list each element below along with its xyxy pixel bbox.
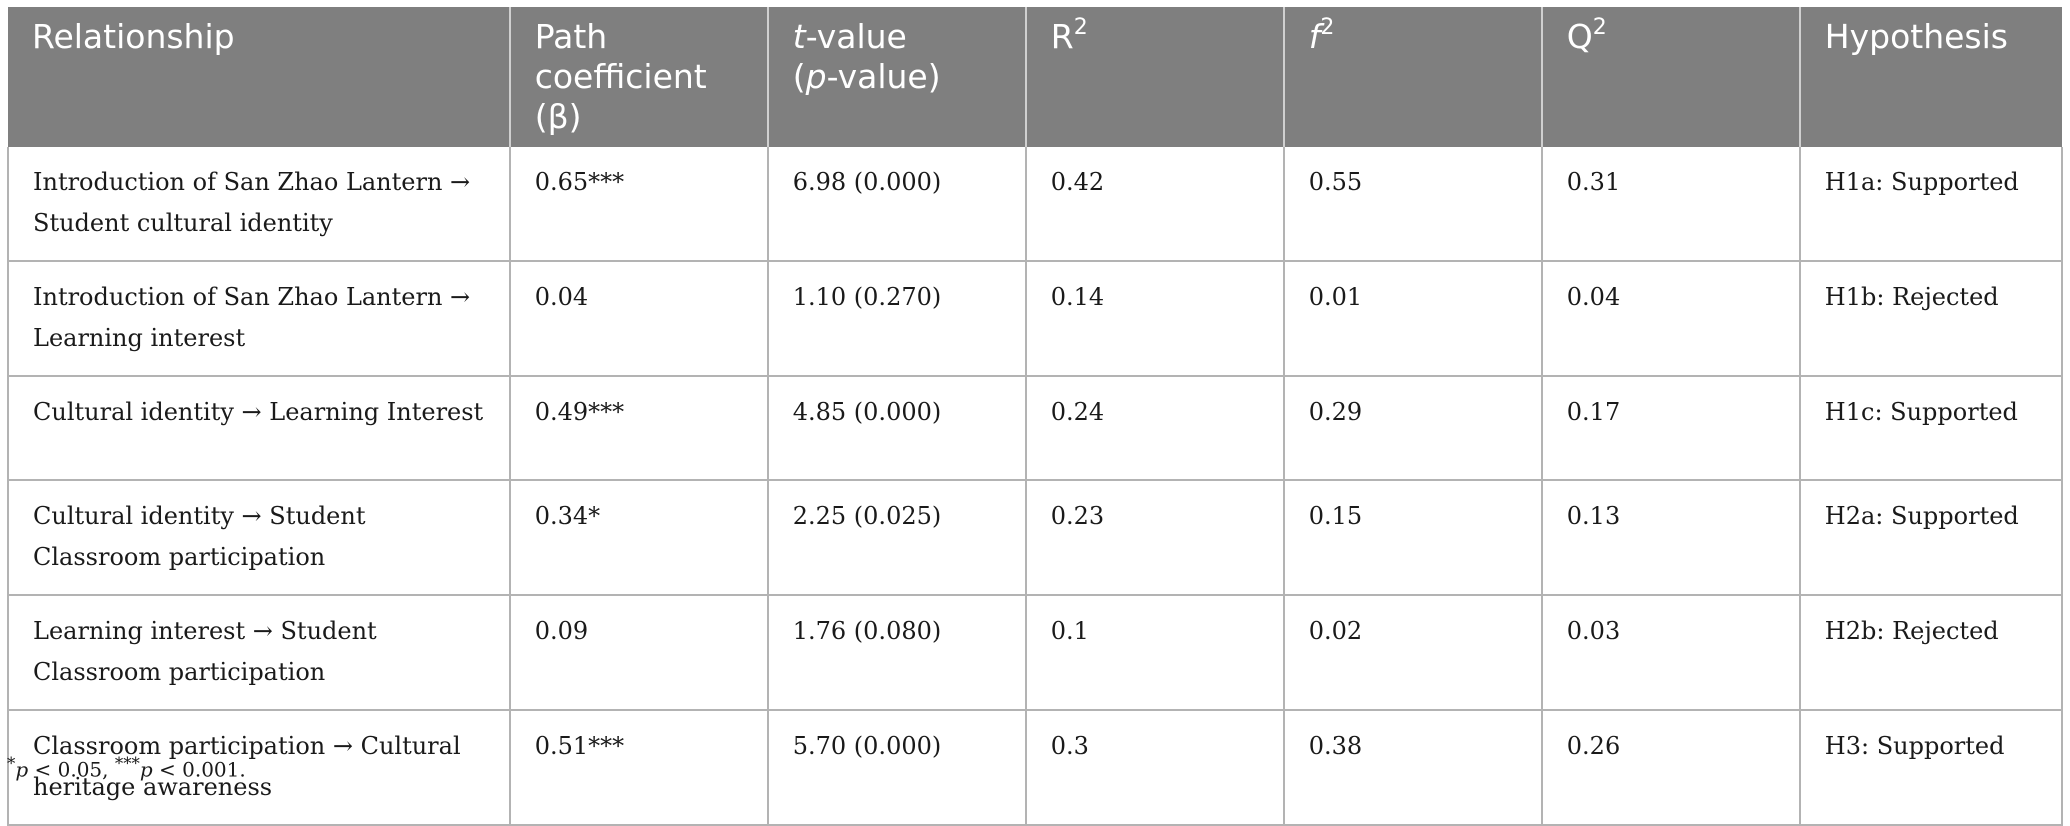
header-f2-sup: 2 [1320, 15, 1335, 40]
cell-path-coefficient: 0.65*** [508, 147, 769, 262]
cell-r-squared: 0.24 [1024, 375, 1285, 481]
header-row: Relationship Path coefficient (β) t-valu… [8, 7, 2062, 147]
table-footnote: *p < 0.05, ***p < 0.001. [7, 751, 246, 783]
footnote-star-single: * [7, 754, 16, 773]
header-f-squared: f2 [1283, 7, 1543, 147]
cell-f-squared: 0.29 [1282, 375, 1543, 481]
results-table-container: Relationship Path coefficient (β) t-valu… [7, 7, 2064, 826]
table-row: Cultural identity → Learning Interest 0.… [7, 375, 2064, 481]
header-relationship: Relationship [8, 7, 511, 147]
table-row: Introduction of San Zhao Lantern → Learn… [7, 260, 2064, 377]
footnote-p-italic-2: p [139, 757, 153, 782]
cell-hypothesis: H2a: Supported [1798, 479, 2064, 596]
cell-hypothesis: H3: Supported [1798, 709, 2064, 826]
cell-relationship: Cultural identity → Learning Interest [7, 375, 511, 481]
header-relationship-label: Relationship [32, 17, 235, 56]
table-row: Introduction of San Zhao Lantern → Stude… [7, 147, 2064, 262]
cell-path-coefficient: 0.34* [508, 479, 769, 596]
table-header: Relationship Path coefficient (β) t-valu… [8, 7, 2062, 147]
cell-r-squared: 0.14 [1024, 260, 1285, 377]
footnote-text-2: < 0.001. [152, 757, 246, 782]
header-path-line2: coefficient (β) [534, 57, 707, 136]
cell-t-value: 2.25 (0.025) [766, 479, 1027, 596]
cell-t-value: 4.85 (0.000) [766, 375, 1027, 481]
table-row: Learning interest → Student Classroom pa… [7, 594, 2064, 711]
cell-path-coefficient: 0.09 [508, 594, 769, 711]
cell-t-value: 1.76 (0.080) [766, 594, 1027, 711]
header-q2-base: Q [1566, 17, 1593, 56]
cell-t-value: 6.98 (0.000) [766, 147, 1027, 262]
header-r2-base: R [1050, 17, 1074, 56]
header-q-squared: Q2 [1541, 7, 1801, 147]
table-row: Cultural identity → Student Classroom pa… [7, 479, 2064, 596]
footnote-p-italic-1: p [15, 757, 29, 782]
cell-path-coefficient: 0.04 [508, 260, 769, 377]
cell-hypothesis: H1a: Supported [1798, 147, 2064, 262]
cell-q-squared: 0.31 [1540, 147, 1801, 262]
cell-relationship: Cultural identity → Student Classroom pa… [7, 479, 511, 596]
cell-path-coefficient: 0.49*** [508, 375, 769, 481]
cell-path-coefficient: 0.51*** [508, 709, 769, 826]
cell-q-squared: 0.26 [1540, 709, 1801, 826]
header-t-rest: -value [805, 17, 907, 56]
cell-r-squared: 0.42 [1024, 147, 1285, 262]
header-p-rest: -value) [826, 57, 941, 96]
header-hypothesis: Hypothesis [1799, 7, 2062, 147]
cell-f-squared: 0.01 [1282, 260, 1543, 377]
header-t-value: t-value (p-value) [767, 7, 1027, 147]
cell-q-squared: 0.03 [1540, 594, 1801, 711]
cell-hypothesis: H2b: Rejected [1798, 594, 2064, 711]
cell-r-squared: 0.23 [1024, 479, 1285, 596]
header-q2-sup: 2 [1592, 15, 1607, 40]
cell-r-squared: 0.3 [1024, 709, 1285, 826]
header-p-italic: p [805, 57, 827, 96]
header-path-coefficient: Path coefficient (β) [509, 7, 769, 147]
header-p-open: ( [792, 57, 806, 96]
cell-f-squared: 0.02 [1282, 594, 1543, 711]
cell-f-squared: 0.15 [1282, 479, 1543, 596]
cell-relationship: Learning interest → Student Classroom pa… [7, 594, 511, 711]
header-hypothesis-label: Hypothesis [1824, 17, 2008, 56]
cell-q-squared: 0.13 [1540, 479, 1801, 596]
cell-t-value: 5.70 (0.000) [766, 709, 1027, 826]
header-r2-sup: 2 [1073, 15, 1088, 40]
table-row: Classroom participation → Cultural herit… [7, 709, 2064, 826]
cell-relationship: Introduction of San Zhao Lantern → Stude… [7, 147, 511, 262]
cell-f-squared: 0.55 [1282, 147, 1543, 262]
header-path-line1: Path [534, 17, 608, 56]
cell-q-squared: 0.04 [1540, 260, 1801, 377]
footnote-star-triple: *** [114, 754, 140, 773]
header-r-squared: R2 [1025, 7, 1285, 147]
cell-f-squared: 0.38 [1282, 709, 1543, 826]
cell-hypothesis: H1c: Supported [1798, 375, 2064, 481]
cell-hypothesis: H1b: Rejected [1798, 260, 2064, 377]
cell-t-value: 1.10 (0.270) [766, 260, 1027, 377]
cell-relationship: Introduction of San Zhao Lantern → Learn… [7, 260, 511, 377]
header-t-italic: t [792, 17, 806, 56]
footnote-text-1: < 0.05, [28, 757, 115, 782]
cell-q-squared: 0.17 [1540, 375, 1801, 481]
header-f2-base: f [1308, 17, 1321, 56]
table-body: Introduction of San Zhao Lantern → Stude… [7, 147, 2064, 826]
path-analysis-table: Relationship Path coefficient (β) t-valu… [7, 7, 2064, 826]
cell-r-squared: 0.1 [1024, 594, 1285, 711]
